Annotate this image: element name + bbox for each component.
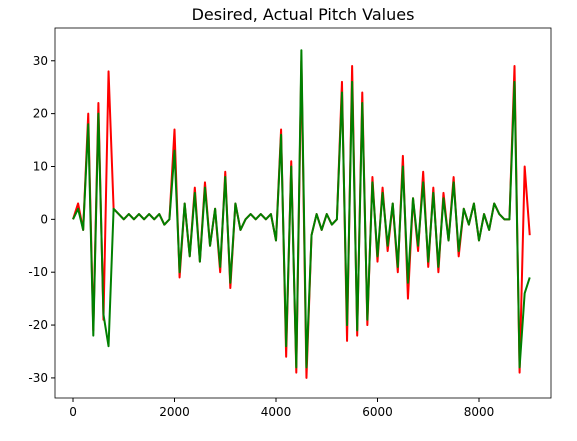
- x-tick-label: 8000: [464, 405, 495, 419]
- y-tick-label: -30: [28, 371, 48, 385]
- x-tick-label: 6000: [362, 405, 393, 419]
- y-tick-label: 10: [33, 159, 48, 173]
- plot-frame: [54, 27, 552, 399]
- y-tick-label: 30: [33, 54, 48, 68]
- x-tick-label: 2000: [159, 405, 190, 419]
- chart-title: Desired, Actual Pitch Values: [192, 5, 415, 24]
- y-tick-label: -20: [28, 318, 48, 332]
- x-tick-label: 0: [69, 405, 77, 419]
- y-tick-label: -10: [28, 265, 48, 279]
- series-line: [72, 49, 531, 369]
- y-tick-label: 20: [33, 107, 48, 121]
- x-tick-label: 4000: [261, 405, 292, 419]
- y-tick-label: 0: [40, 212, 48, 226]
